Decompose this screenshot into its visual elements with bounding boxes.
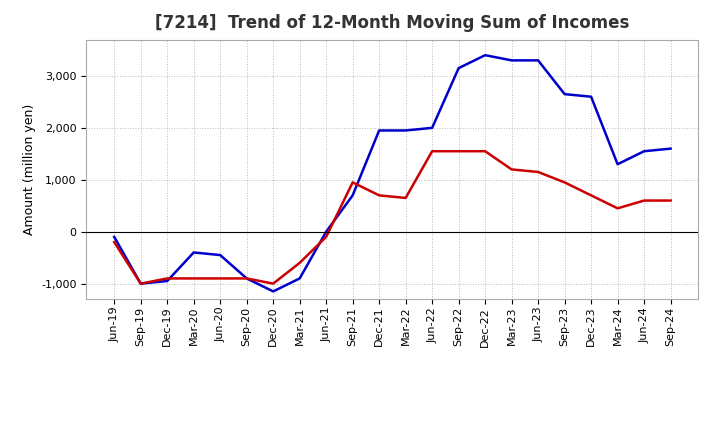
Net Income [348, 180, 357, 185]
Net Income [560, 180, 569, 185]
Ordinary Income [481, 52, 490, 58]
Net Income [613, 205, 622, 211]
Ordinary Income [666, 146, 675, 151]
Net Income [508, 167, 516, 172]
Title: [7214]  Trend of 12-Month Moving Sum of Incomes: [7214] Trend of 12-Month Moving Sum of I… [156, 15, 629, 33]
Net Income [428, 149, 436, 154]
Net Income [295, 260, 304, 265]
Net Income [640, 198, 649, 203]
Ordinary Income [163, 279, 171, 284]
Net Income [322, 234, 330, 239]
Ordinary Income [587, 94, 595, 99]
Net Income [189, 276, 198, 281]
Ordinary Income [640, 149, 649, 154]
Net Income [481, 149, 490, 154]
Net Income [401, 195, 410, 201]
Net Income [163, 276, 171, 281]
Ordinary Income [560, 92, 569, 97]
Ordinary Income [243, 276, 251, 281]
Net Income [587, 193, 595, 198]
Net Income [216, 276, 225, 281]
Ordinary Income [136, 281, 145, 286]
Ordinary Income [454, 66, 463, 71]
Net Income [110, 239, 119, 245]
Ordinary Income [189, 250, 198, 255]
Net Income [269, 281, 277, 286]
Ordinary Income [322, 229, 330, 235]
Ordinary Income [269, 289, 277, 294]
Ordinary Income [401, 128, 410, 133]
Ordinary Income [375, 128, 384, 133]
Ordinary Income [508, 58, 516, 63]
Ordinary Income [534, 58, 542, 63]
Net Income [375, 193, 384, 198]
Net Income [136, 281, 145, 286]
Ordinary Income [348, 193, 357, 198]
Ordinary Income [110, 234, 119, 239]
Net Income [534, 169, 542, 175]
Net Income [454, 149, 463, 154]
Ordinary Income [295, 276, 304, 281]
Ordinary Income [216, 253, 225, 258]
Ordinary Income [428, 125, 436, 131]
Line: Ordinary Income: Ordinary Income [114, 55, 670, 291]
Ordinary Income [613, 161, 622, 167]
Net Income [666, 198, 675, 203]
Line: Net Income: Net Income [114, 151, 670, 284]
Net Income [243, 276, 251, 281]
Y-axis label: Amount (million yen): Amount (million yen) [22, 104, 35, 235]
